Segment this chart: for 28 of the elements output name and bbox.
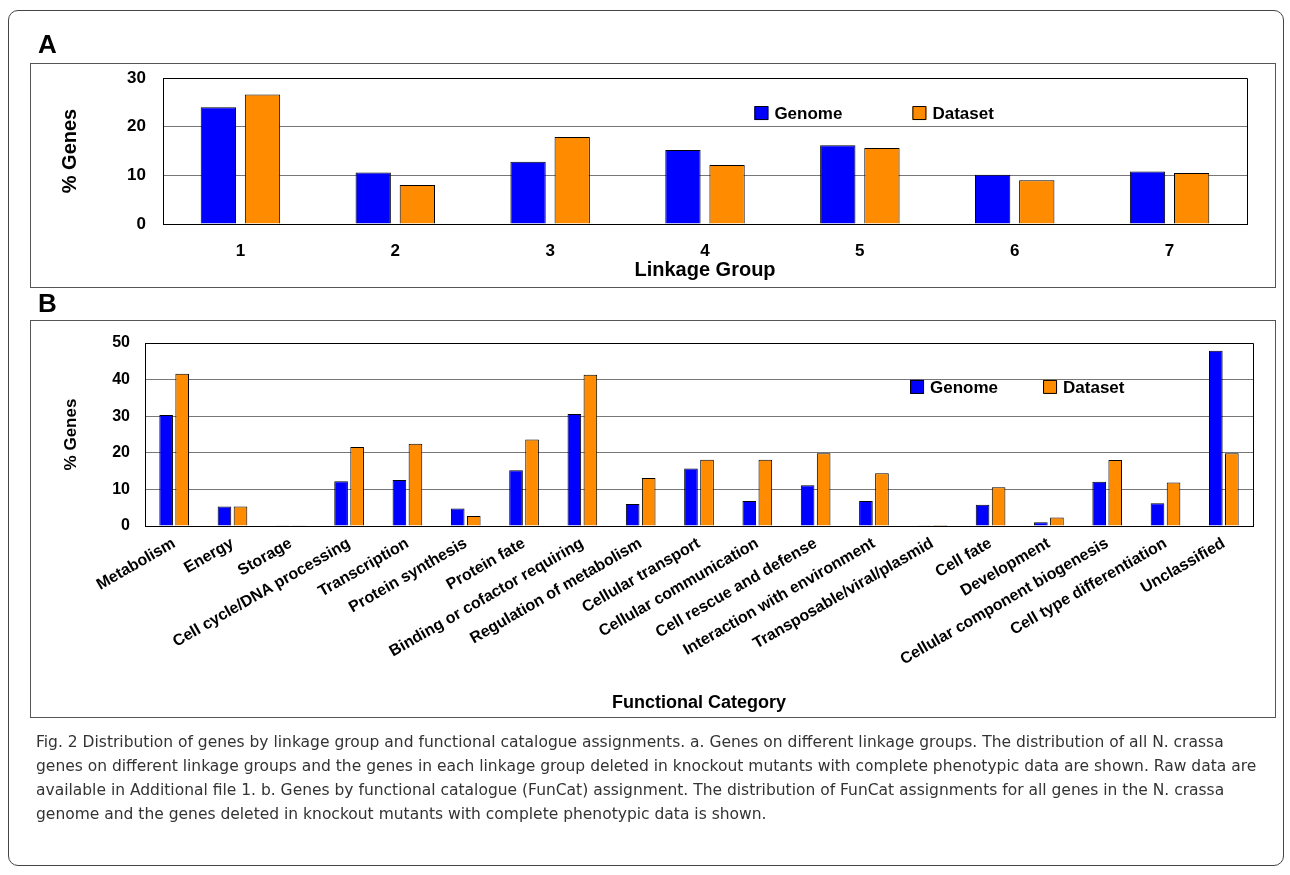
y-tick-label: 20 [112, 443, 131, 461]
caption: Fig. 2 Distribution of genes by linkage group and functional catalogue assignments. a. Genes on different linkage groups. The distribution of all N. crassa genes on different linkage groups and the genes in each linkage group deleted in knockout mutants with complete phenotypic data are shown. Raw data are available in Additional file 1. b. Genes by functional catalogue (FunCat) assignment. The distribution of FunCat assignments for all genes in the N. crassa genome and the genes deleted in knockout mutants with complete phenotypic data is shown. [36, 732, 1258, 825]
chart-title: B [37, 286, 58, 320]
x-tick-label: 3 [545, 240, 555, 260]
y-tick-label: 30 [112, 406, 131, 424]
x-axis-title: Functional Category [611, 692, 787, 713]
x-tick-label: 1 [235, 240, 246, 260]
y-tick-label: 20 [127, 116, 146, 136]
legend-label: Genome [930, 377, 999, 397]
legend-label: Dataset [1063, 377, 1125, 397]
y-tick-label: 0 [136, 213, 146, 233]
chart-title: A [37, 27, 58, 61]
y-tick-label: 40 [112, 370, 131, 388]
y-tick-label: 10 [112, 479, 131, 497]
legend-label: Dataset [932, 103, 995, 123]
y-tick-label: 0 [121, 516, 131, 534]
x-tick-label: 6 [1009, 240, 1020, 260]
x-tick-label: 5 [855, 240, 865, 260]
y-axis-title: % Genes [57, 108, 80, 194]
x-tick-label: 4 [700, 240, 711, 260]
x-tick-label: 2 [390, 240, 401, 260]
legend-label: Genome [774, 103, 843, 123]
y-tick-label: 10 [127, 165, 146, 185]
y-axis-title: % Genes [60, 398, 80, 471]
x-tick-label: 7 [1164, 240, 1175, 260]
y-tick-label: 30 [127, 67, 146, 87]
x-axis-title: Linkage Group [634, 257, 776, 280]
y-tick-label: 50 [112, 333, 131, 351]
